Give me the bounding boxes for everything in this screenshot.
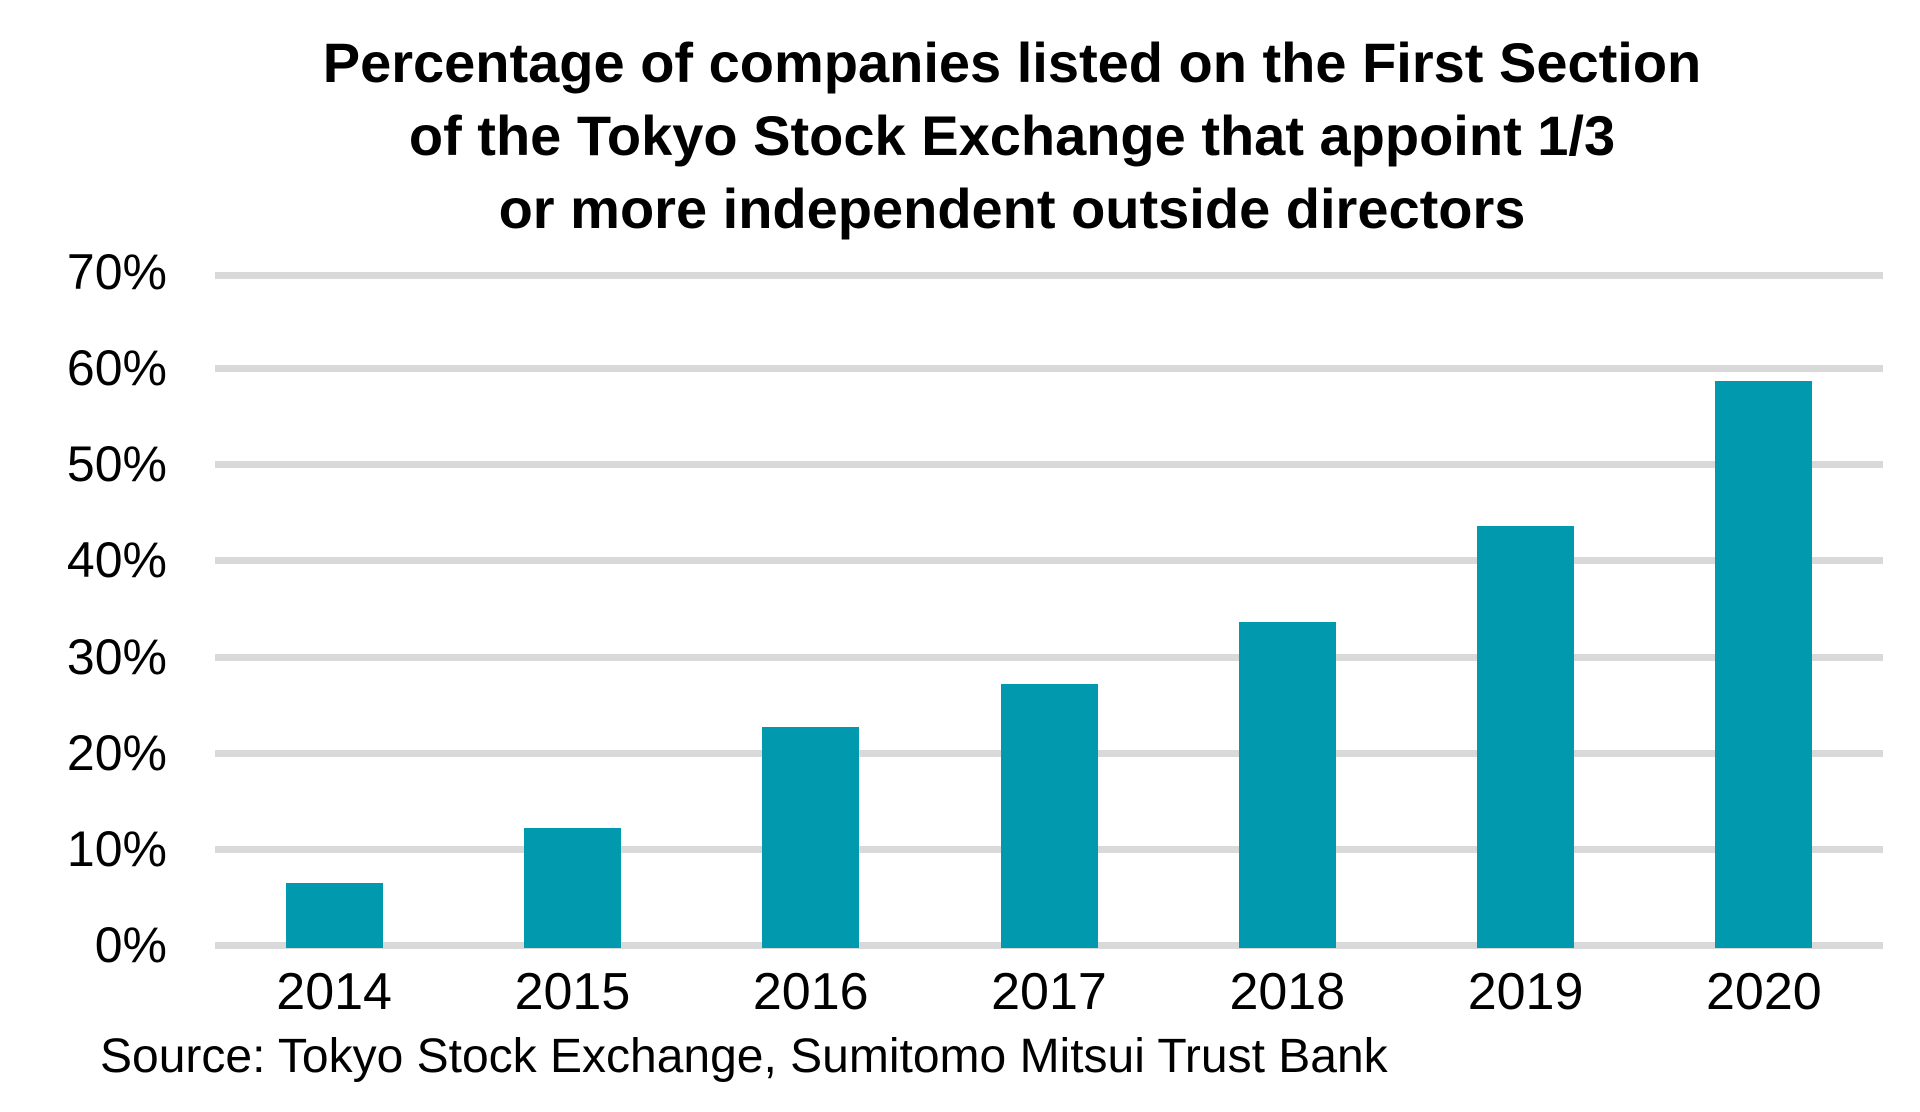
y-axis-tick-label: 70% — [66, 244, 167, 300]
gridline-30 — [215, 653, 1883, 661]
x-axis-category-label: 2016 — [752, 963, 869, 1021]
bar-2014 — [285, 883, 383, 948]
y-axis-tick-label: 0% — [94, 917, 167, 973]
bar-2017 — [1000, 683, 1098, 948]
x-axis-category-label: 2015 — [514, 963, 631, 1021]
bar-2019 — [1477, 525, 1575, 948]
chart-title-line-1: Percentage of companies listed on the Fi… — [322, 31, 1702, 94]
y-axis-tick-label: 20% — [66, 724, 167, 781]
bar-2016 — [762, 726, 860, 948]
chart-title-line-3: or more independent outside directors — [498, 177, 1526, 240]
bar-2015 — [523, 827, 621, 948]
plot-area — [215, 272, 1883, 949]
chart-title: Percentage of companies listed on the Fi… — [104, 26, 1920, 245]
x-axis-category-label: 2018 — [1229, 963, 1346, 1021]
y-axis-tick-label: 40% — [66, 532, 167, 589]
x-axis-category-labels: 2014 2015 2016 2017 2018 2019 2020 — [215, 966, 1883, 1022]
gridline-70 — [215, 272, 1883, 279]
x-axis-category-label: 2017 — [991, 963, 1107, 1021]
y-axis-tick-labels: 0% 10% 20% 30% 40% 50% 60% 70% — [0, 247, 167, 970]
y-axis-tick-label: 50% — [66, 436, 167, 493]
gridline-40 — [215, 557, 1883, 565]
chart-title-line-2: of the Tokyo Stock Exchange that appoint… — [408, 104, 1616, 167]
x-axis-category-label: 2014 — [276, 963, 392, 1021]
y-axis-tick-label: 60% — [66, 340, 167, 397]
bar-2020 — [1715, 380, 1813, 948]
x-axis-category-label: 2020 — [1706, 963, 1822, 1021]
gridline-60 — [215, 365, 1883, 373]
x-axis-category-label: 2019 — [1467, 963, 1584, 1021]
y-axis-tick-label: 10% — [66, 820, 167, 877]
bar-2018 — [1238, 621, 1336, 948]
y-axis-tick-label: 30% — [66, 628, 167, 685]
source-note: Source: Tokyo Stock Exchange, Sumitomo M… — [100, 1030, 1388, 1083]
gridline-50 — [215, 461, 1883, 469]
